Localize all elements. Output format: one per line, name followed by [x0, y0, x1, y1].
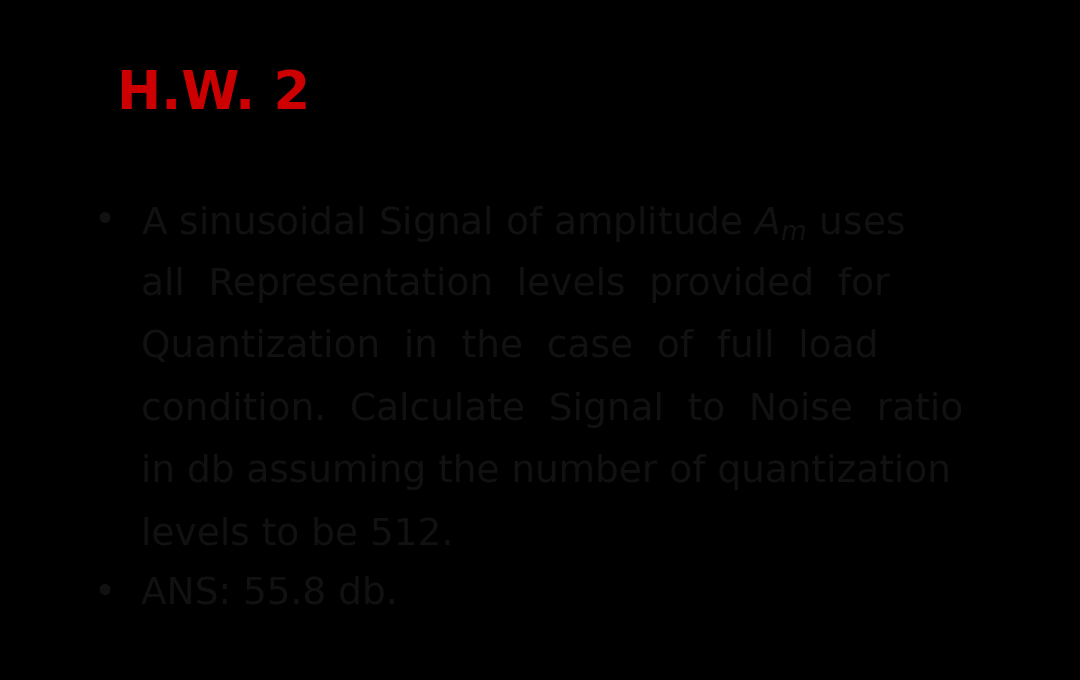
- Text: •: •: [93, 204, 116, 240]
- Text: all  Representation  levels  provided  for: all Representation levels provided for: [141, 267, 890, 303]
- Text: •: •: [93, 576, 116, 612]
- Text: condition.  Calculate  Signal  to  Noise  ratio: condition. Calculate Signal to Noise rat…: [141, 392, 963, 428]
- Text: ANS: 55.8 db.: ANS: 55.8 db.: [141, 576, 397, 612]
- Text: levels to be 512.: levels to be 512.: [141, 517, 454, 553]
- Text: in db assuming the number of quantization: in db assuming the number of quantizatio…: [141, 454, 951, 490]
- Text: Quantization  in  the  case  of  full  load: Quantization in the case of full load: [141, 329, 879, 365]
- Text: H.W. 2: H.W. 2: [117, 68, 310, 120]
- Text: A sinusoidal Signal of amplitude $A_m$ uses: A sinusoidal Signal of amplitude $A_m$ u…: [141, 204, 905, 244]
